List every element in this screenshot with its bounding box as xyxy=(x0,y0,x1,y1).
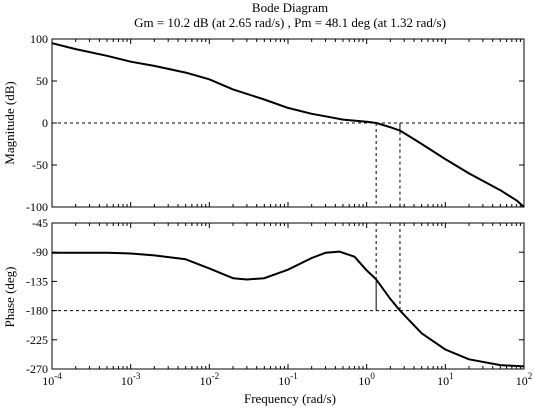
magnitude-ytick-label: -50 xyxy=(32,158,48,172)
x-tick-label: 10-3 xyxy=(121,371,141,388)
phase-ytick-label: -270 xyxy=(26,362,48,376)
x-axis-label: Frequency (rad/s) xyxy=(244,391,336,406)
phase-ytick-label: -225 xyxy=(26,333,48,347)
phase-ytick-label: -180 xyxy=(26,304,48,318)
magnitude-axis-label: Magnitude (dB) xyxy=(2,81,17,164)
phase-curve xyxy=(52,250,525,368)
x-tick-label: 101 xyxy=(437,371,454,388)
magnitude-panel: 100 50 0 -50 -100 xyxy=(26,32,525,214)
magnitude-ytick-label: 50 xyxy=(36,74,48,88)
phase-ytick-label: -135 xyxy=(26,274,48,288)
magnitude-ytick-label: 100 xyxy=(30,32,48,46)
phase-ytick-label: -45 xyxy=(32,216,48,230)
chart-subtitle: Gm = 10.2 dB (at 2.65 rad/s) , Pm = 48.1… xyxy=(134,15,446,30)
x-tick-label: 10-1 xyxy=(278,371,298,388)
x-tick-label: 10-2 xyxy=(200,371,220,388)
magnitude-curve xyxy=(51,42,525,208)
phase-axis-label: Phase (deg) xyxy=(2,266,17,327)
phase-panel: -45 -90 -135 -180 -225 -270 xyxy=(26,216,525,376)
x-tick-label: 102 xyxy=(516,371,533,388)
chart-title: Bode Diagram xyxy=(252,0,328,15)
phase-frame xyxy=(51,222,525,370)
phase-ytick-label: -90 xyxy=(32,245,48,259)
x-tick-label: 10-4 xyxy=(42,371,62,388)
x-tick-label: 100 xyxy=(358,371,375,388)
x-axis-ticks: 10-4 10-3 10-2 10-1 100 101 102 xyxy=(42,371,532,388)
magnitude-ytick-label: 0 xyxy=(42,116,48,130)
magnitude-ytick-label: -100 xyxy=(26,200,48,214)
